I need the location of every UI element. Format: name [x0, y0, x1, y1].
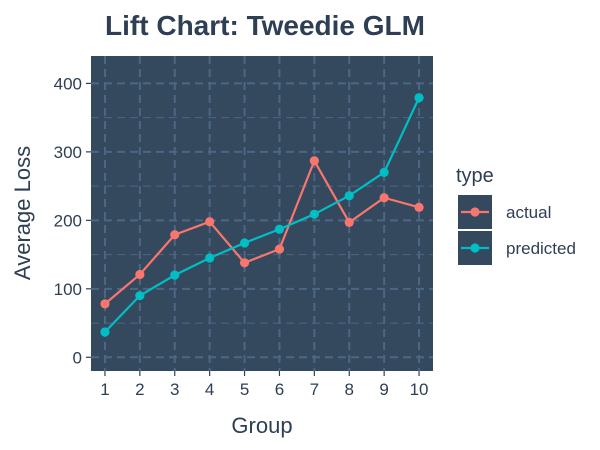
data-point-actual: [414, 202, 424, 212]
series-line-actual: [104, 159, 420, 305]
data-point-actual: [274, 244, 285, 254]
data-point-predicted: [274, 224, 285, 234]
x-tick-label: 4: [205, 380, 214, 399]
series-predicted: [100, 93, 424, 337]
data-point-actual: [309, 156, 319, 166]
x-tick-label: 2: [135, 380, 144, 399]
x-axis: 1 2 3 4 5 6 7 8 9 10: [100, 371, 429, 399]
y-tick-label: 100: [54, 280, 82, 299]
x-tick-label: 3: [170, 380, 179, 399]
legend-item-actual: actual: [458, 195, 551, 229]
x-tick-label: 8: [345, 380, 354, 399]
data-point-actual: [239, 258, 250, 268]
data-point-actual: [170, 230, 180, 240]
y-tick-label: 400: [54, 74, 82, 93]
legend-label: predicted: [506, 239, 576, 258]
legend-items: actual predicted: [458, 195, 576, 265]
data-point-predicted: [414, 93, 424, 103]
x-tick-label: 5: [240, 380, 249, 399]
x-tick-label: 10: [410, 380, 429, 399]
legend-key-point: [470, 207, 480, 217]
data-point-predicted: [170, 270, 180, 280]
data-point-predicted: [239, 238, 250, 248]
x-tick-label: 6: [275, 380, 284, 399]
data-point-predicted: [205, 253, 215, 263]
legend-title: type: [456, 165, 494, 187]
y-axis-title: Average Loss: [10, 146, 35, 280]
y-tick-label: 0: [73, 348, 82, 367]
x-axis-title: Group: [231, 413, 292, 438]
data-point-actual: [205, 217, 215, 227]
data-point-actual: [379, 193, 389, 203]
y-axis: 0 100 200 300 400: [54, 74, 91, 367]
data-point-actual: [100, 299, 110, 309]
series-layer: [100, 93, 424, 337]
legend-item-predicted: predicted: [458, 231, 576, 265]
data-point-predicted: [344, 191, 354, 201]
y-tick-label: 200: [54, 211, 82, 230]
legend-key-point: [470, 243, 480, 253]
data-point-predicted: [379, 167, 389, 178]
series-line-predicted: [104, 97, 421, 333]
x-tick-label: 1: [100, 380, 109, 399]
data-point-actual: [135, 269, 145, 280]
chart-title: Lift Chart: Tweedie GLM: [105, 10, 425, 41]
plot-panel: [91, 56, 433, 371]
legend-label: actual: [506, 203, 551, 222]
x-tick-label: 7: [310, 380, 319, 399]
data-point-predicted: [135, 291, 145, 301]
legend: type actual predicted: [456, 165, 576, 265]
y-tick-label: 300: [54, 143, 82, 162]
series-actual: [100, 156, 424, 309]
data-point-predicted: [309, 209, 319, 219]
data-point-predicted: [100, 327, 110, 337]
data-point-actual: [344, 217, 354, 228]
x-tick-label: 9: [379, 380, 388, 399]
